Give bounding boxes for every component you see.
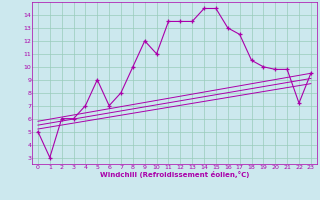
X-axis label: Windchill (Refroidissement éolien,°C): Windchill (Refroidissement éolien,°C): [100, 171, 249, 178]
